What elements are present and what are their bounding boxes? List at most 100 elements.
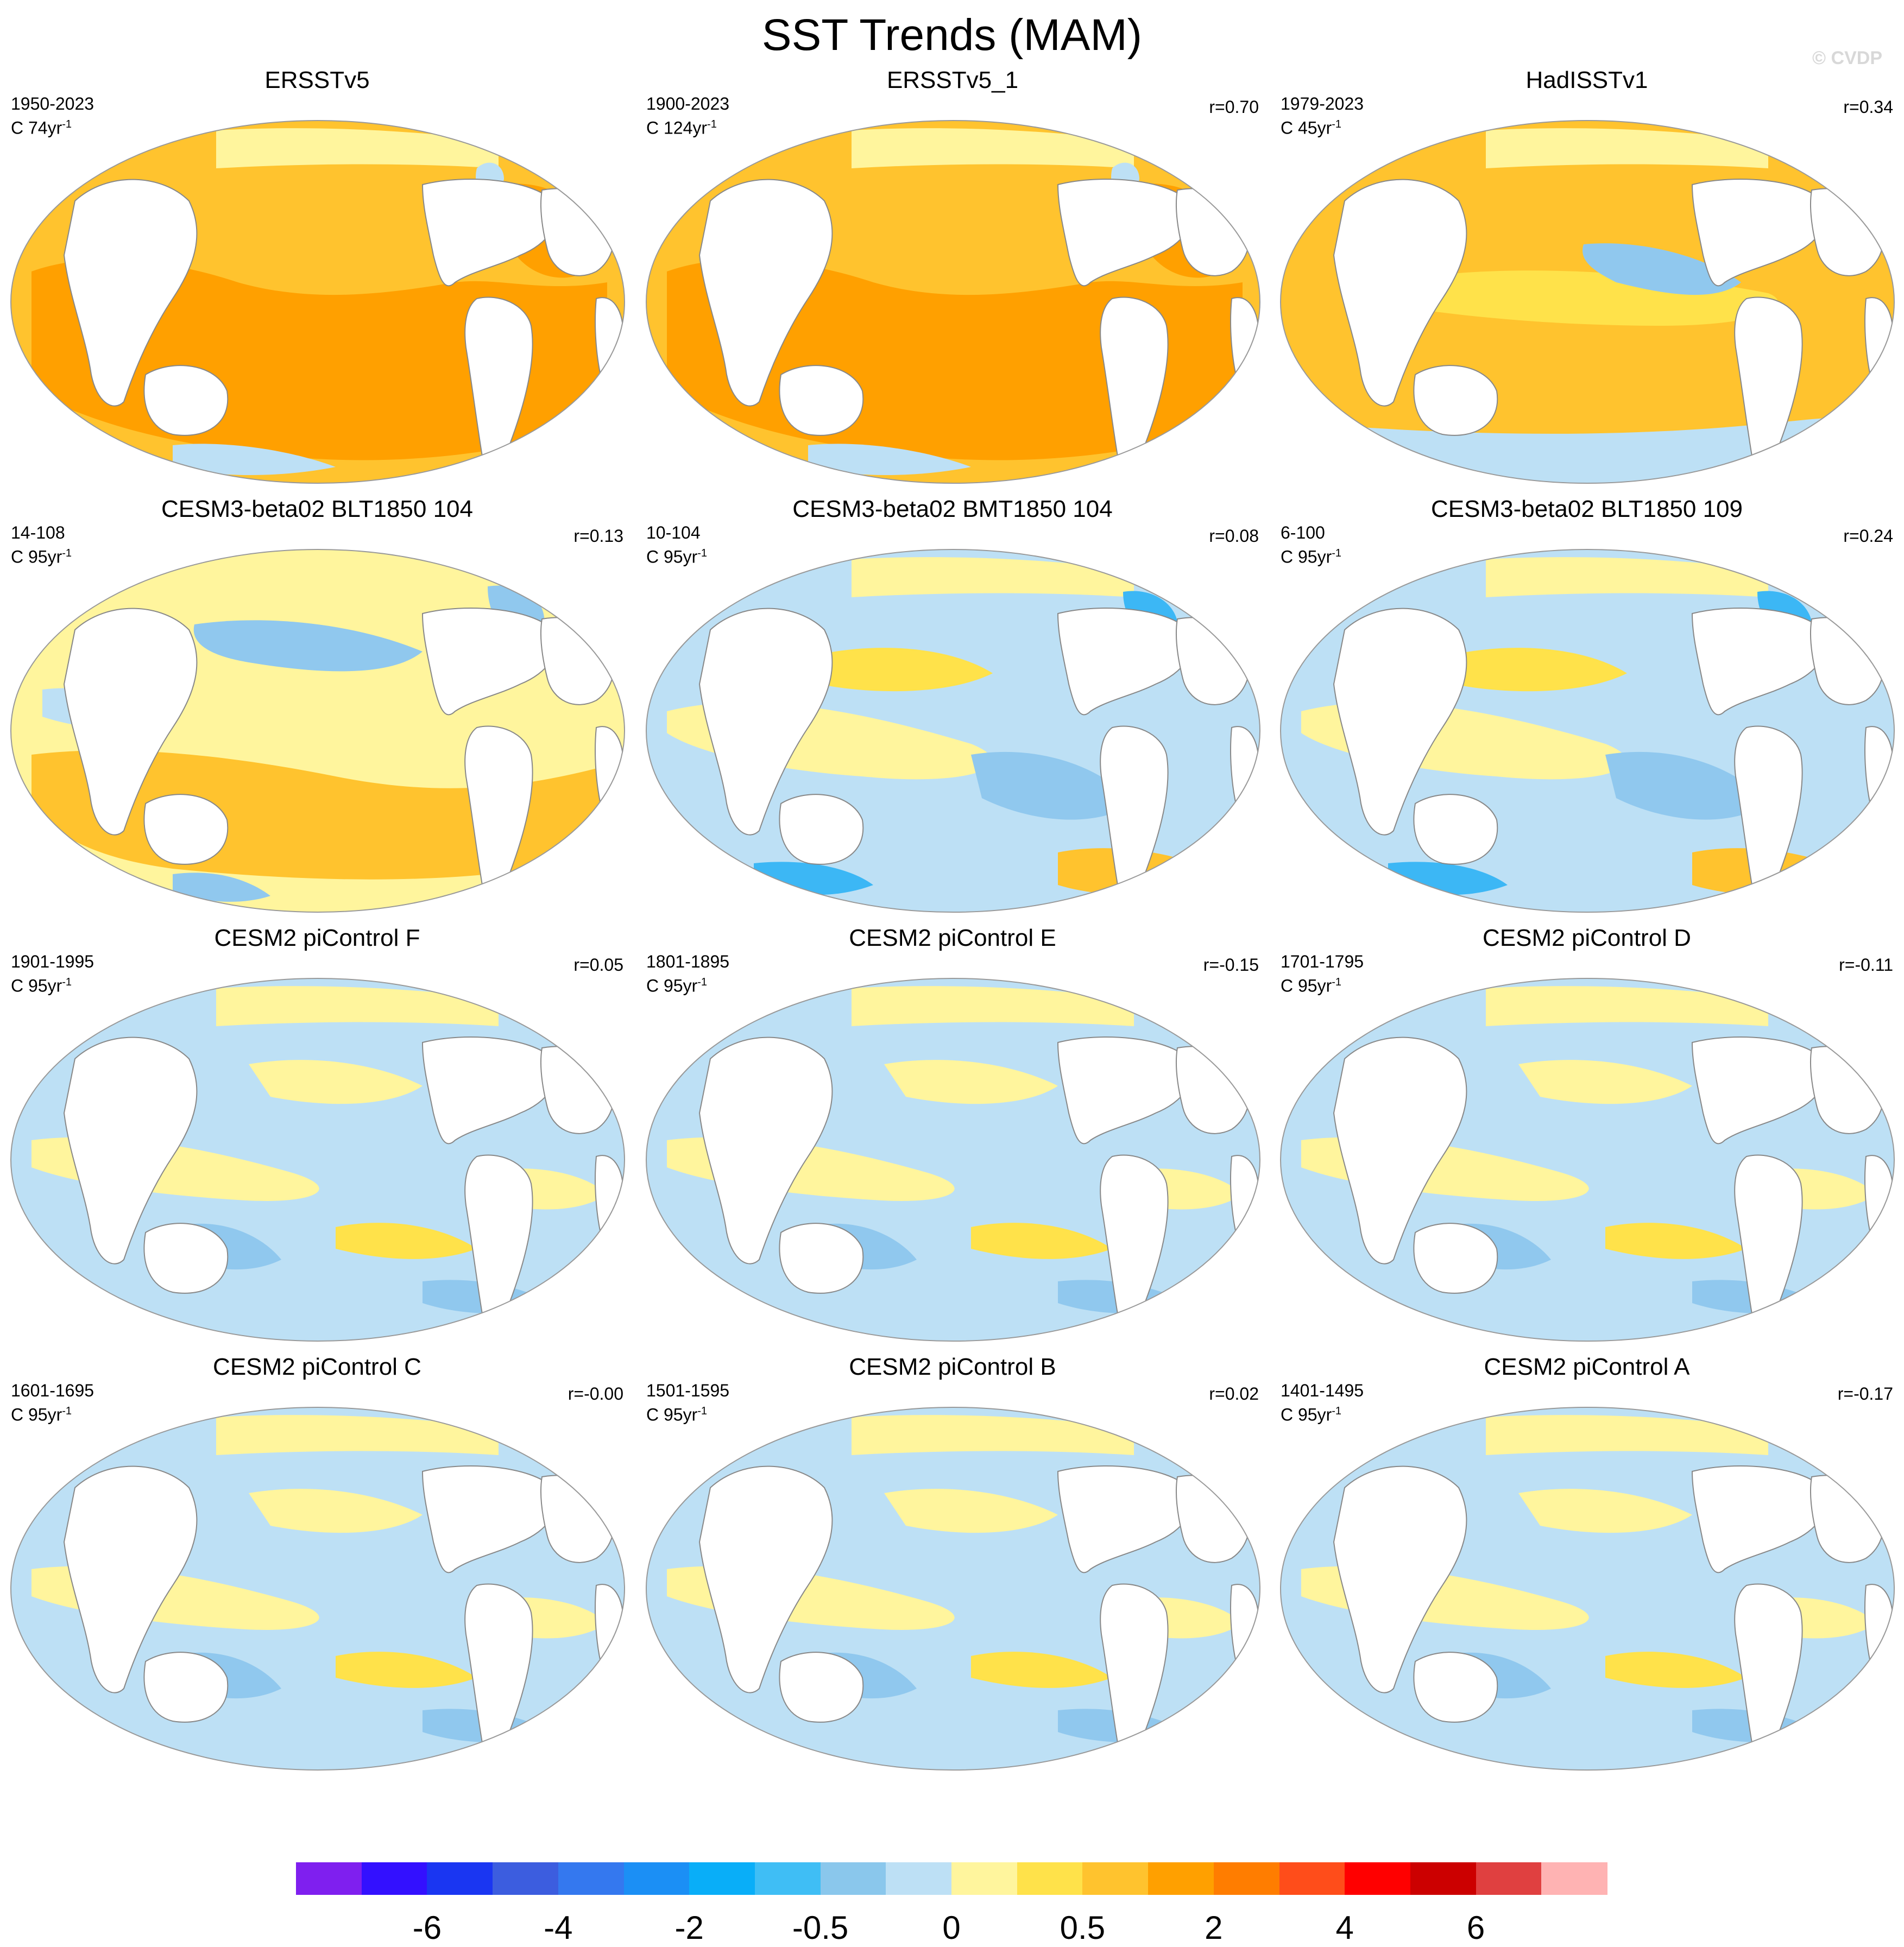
panel-units: C 95yr-1 xyxy=(1281,543,1341,567)
landmass xyxy=(63,608,198,836)
panel-title: CESM2 piControl A xyxy=(1484,1354,1690,1380)
trend-contour xyxy=(808,648,993,692)
panel-units: C 95yr-1 xyxy=(646,972,707,996)
map-panel: ERSSTv5 1950-2023 C 74yr-1 xyxy=(0,65,634,494)
landmass xyxy=(421,179,557,287)
panel-units-exponent: -1 xyxy=(1332,976,1342,988)
colorbar-swatch xyxy=(1082,1862,1149,1895)
panel-title: CESM2 piControl E xyxy=(849,925,1056,951)
colorbar-tick-label: -2 xyxy=(674,1910,704,1946)
panel-years: 1950-2023 xyxy=(11,94,94,113)
panel-units: C 74yr-1 xyxy=(11,114,72,138)
trend-contour xyxy=(173,444,336,475)
panel-years: 1601-1695 xyxy=(11,1381,94,1400)
landmass xyxy=(143,365,229,436)
landmass xyxy=(1691,1465,1827,1573)
panel-title: HadISSTv1 xyxy=(1525,67,1648,93)
sst-trend-map xyxy=(1280,978,1895,1342)
landmass xyxy=(1691,608,1827,716)
sst-trend-map xyxy=(1280,1407,1895,1771)
colorbar-tick-label: 2 xyxy=(1205,1910,1223,1946)
colorbar-swatch xyxy=(951,1862,1018,1895)
panel-correlation: r=0.08 xyxy=(1209,526,1259,546)
trend-contour xyxy=(336,1223,477,1259)
colorbar-swatch xyxy=(1345,1862,1411,1895)
panel-units-exponent: -1 xyxy=(62,1405,72,1417)
figure-title: SST Trends (MAM) xyxy=(761,10,1143,60)
panel-years: 6-100 xyxy=(1281,523,1325,542)
panel-correlation: r=-0.00 xyxy=(568,1384,623,1404)
panel-units-exponent: -1 xyxy=(62,976,72,988)
panel-units-exponent: -1 xyxy=(697,547,708,559)
panel-title: CESM3-beta02 BMT1850 104 xyxy=(792,496,1113,522)
map-outline xyxy=(10,120,625,484)
panel-units: C 95yr-1 xyxy=(1281,1401,1341,1425)
watermark: © CVDP xyxy=(1812,48,1882,68)
sst-trend-map xyxy=(10,978,625,1342)
landmass xyxy=(1333,608,1467,836)
panel-units: C 95yr-1 xyxy=(1281,972,1341,996)
colorbar-tick-label: 6 xyxy=(1466,1910,1485,1946)
trend-contour xyxy=(1442,648,1627,692)
landmass xyxy=(698,608,833,836)
panel-years: 1401-1495 xyxy=(1281,1381,1364,1400)
colorbar-tick-label: 4 xyxy=(1335,1910,1354,1946)
trend-contour xyxy=(971,751,1134,820)
colorbar-swatch xyxy=(558,1862,625,1895)
colorbar-swatch xyxy=(820,1862,887,1895)
colorbar-swatch xyxy=(1279,1862,1346,1895)
landmass xyxy=(1230,297,1260,384)
colorbar-swatch xyxy=(754,1862,821,1895)
colorbar: -6 -4 -2 -0.5 0 0.5 2 4 6 xyxy=(0,1862,1904,1947)
landmass xyxy=(1864,1584,1894,1671)
landmass xyxy=(698,1465,833,1693)
landmass xyxy=(421,1465,557,1573)
panel-correlation: r=0.05 xyxy=(573,955,623,975)
sst-trend-map xyxy=(646,978,1260,1342)
landmass xyxy=(1057,179,1193,287)
sst-trend-map xyxy=(10,120,625,484)
colorbar-swatch xyxy=(689,1862,755,1895)
colorbar-tick-label: 0 xyxy=(942,1910,961,1946)
trend-contour xyxy=(852,1415,1134,1455)
landmass xyxy=(63,1036,198,1265)
trend-contour xyxy=(1605,1223,1747,1259)
landmass xyxy=(1691,1036,1827,1145)
landmass xyxy=(143,1223,229,1294)
panel-years: 1501-1595 xyxy=(646,1381,730,1400)
landmass xyxy=(1691,179,1827,287)
landmass xyxy=(1413,1652,1498,1723)
map-panel: CESM2 piControl A 1401-1495 C 95yr-1 r=-0.1… xyxy=(1270,1352,1904,1781)
panel-units-text: C 74yr xyxy=(11,118,62,138)
landmass xyxy=(595,1155,625,1242)
landmass xyxy=(1864,726,1894,813)
panel-units-exponent: -1 xyxy=(1332,547,1342,559)
panel-units: C 95yr-1 xyxy=(646,1401,707,1425)
panel-correlation: r=0.70 xyxy=(1209,97,1259,117)
map-panel: CESM3-beta02 BLT1850 109 6-100 C 95yr-1 r=0… xyxy=(1270,494,1904,923)
landmass xyxy=(595,726,625,813)
panel-units: C 95yr-1 xyxy=(11,1401,72,1425)
colorbar-swatch xyxy=(493,1862,559,1895)
map-panel: CESM3-beta02 BMT1850 104 10-104 C 95yr-1 r=… xyxy=(635,494,1270,923)
landmass xyxy=(779,794,864,865)
trend-contour xyxy=(852,128,1134,168)
panel-units-text: C 45yr xyxy=(1281,118,1332,138)
panel-units-exponent: -1 xyxy=(1332,118,1342,130)
panel-correlation: r=0.13 xyxy=(573,526,623,546)
landmass xyxy=(1057,1036,1193,1145)
map-outline xyxy=(646,549,1260,913)
colorbar-tick-label: -4 xyxy=(544,1910,573,1946)
landmass xyxy=(1057,1465,1193,1573)
landmass xyxy=(421,608,557,716)
sst-trend-map xyxy=(1280,549,1895,913)
map-panel: CESM2 piControl C 1601-1695 C 95yr-1 r=-0.0… xyxy=(0,1352,634,1781)
panel-years: 1900-2023 xyxy=(646,94,730,113)
map-outline xyxy=(1280,1407,1895,1771)
panel-units-text: C 95yr xyxy=(1281,1405,1332,1425)
map-panel: ERSSTv5_1 1900-2023 C 124yr-1 r=0.70 xyxy=(635,65,1270,494)
landmass xyxy=(421,1036,557,1145)
trend-contour xyxy=(1518,1060,1692,1104)
landmass xyxy=(143,1652,229,1723)
trend-contour xyxy=(971,1223,1112,1259)
